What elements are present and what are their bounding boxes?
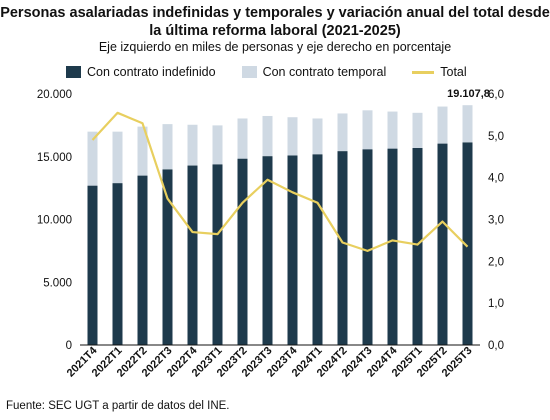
bar-indefinido (312, 154, 323, 345)
chart-subtitle: Eje izquierdo en miles de personas y eje… (98, 40, 452, 54)
bar-indefinido (112, 183, 123, 345)
chart-title: Personas asalariadas indefinidas y tempo… (0, 5, 550, 39)
bar-temporal (312, 118, 323, 155)
bar-temporal (237, 118, 248, 159)
bar-temporal (137, 126, 148, 176)
y-right-tick-label: 2,0 (488, 256, 504, 268)
bar-indefinido (162, 169, 173, 345)
bar-temporal (387, 111, 398, 149)
legend-swatch-indefinido (66, 66, 81, 78)
legend-label-temporal: Con contrato temporal (262, 65, 387, 79)
bar-temporal (412, 112, 423, 148)
legend-item-total: Total (412, 65, 467, 79)
bar-temporal (162, 124, 173, 170)
bar-temporal (362, 110, 373, 150)
bar-temporal (287, 117, 298, 156)
y-right-tick-label: 1,0 (488, 298, 504, 310)
bar-temporal (112, 131, 123, 184)
bar-indefinido (362, 149, 373, 345)
y-right-tick-label: 4,0 (488, 173, 504, 185)
bar-temporal (212, 125, 223, 165)
legend-label-total: Total (440, 65, 467, 79)
bar-temporal (337, 113, 348, 152)
y-left-tick-label: 15.000 (37, 152, 72, 164)
y-left-tick-label: 0 (66, 340, 72, 352)
bar-indefinido (137, 175, 148, 345)
legend: Con contrato indefinido Con contrato tem… (66, 62, 493, 82)
bar-temporal (262, 115, 273, 157)
source-note: Fuente: SEC UGT a partir de datos del IN… (6, 400, 230, 412)
bar-indefinido (337, 151, 348, 345)
y-left-tick-label: 5.000 (43, 277, 72, 289)
data-label: 19.107,8 (447, 88, 490, 100)
y-right-tick-label: 0,0 (488, 340, 504, 352)
bar-temporal (187, 124, 198, 166)
bar-indefinido (87, 185, 98, 345)
bar-indefinido (462, 142, 473, 345)
y-right-tick-label: 6,0 (488, 89, 504, 101)
legend-item-temporal: Con contrato temporal (241, 65, 387, 79)
bar-indefinido (412, 147, 423, 345)
legend-swatch-temporal (241, 66, 257, 78)
bar-indefinido (262, 156, 273, 345)
legend-item-indefinido: Con contrato indefinido (66, 65, 216, 79)
bar-indefinido (237, 158, 248, 345)
legend-label-indefinido: Con contrato indefinido (87, 65, 216, 79)
legend-line-total (412, 70, 435, 74)
bar-temporal (462, 105, 473, 143)
bar-indefinido (287, 155, 298, 345)
y-right-tick-label: 3,0 (488, 215, 504, 227)
y-left-tick-label: 10.000 (37, 215, 72, 227)
bar-temporal (437, 106, 448, 144)
y-left-tick-label: 20.000 (37, 89, 72, 101)
bar-indefinido (212, 164, 223, 345)
line-total (91, 111, 469, 252)
bar-indefinido (387, 148, 398, 345)
bar-indefinido (437, 143, 448, 345)
bar-indefinido (187, 165, 198, 345)
bar-temporal (87, 131, 98, 186)
y-right-tick-label: 5,0 (488, 131, 504, 143)
